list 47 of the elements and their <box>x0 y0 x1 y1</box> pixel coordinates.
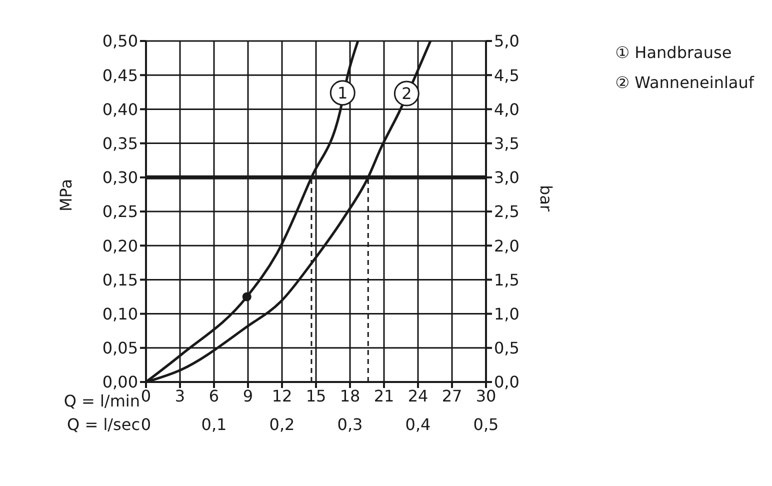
x-tick-label: 12 <box>272 386 292 406</box>
x2-tick-label: 0,5 <box>473 415 499 434</box>
x2-tick-label: 0,1 <box>201 415 227 434</box>
x-tick-label: 9 <box>242 386 254 406</box>
y-tick-label: 0,10 <box>102 304 138 324</box>
y2-tick-label: 0,5 <box>494 338 520 358</box>
x-tick-label: 24 <box>408 386 428 406</box>
y-tick-label: 0,25 <box>102 202 138 222</box>
y-tick-label: 0,15 <box>102 270 138 290</box>
y-tick-label: 0,20 <box>102 236 138 256</box>
y-tick-label: 0,50 <box>102 32 138 51</box>
x-tick-label: 0 <box>140 386 152 406</box>
x-tick-label: 15 <box>306 386 326 406</box>
x2-tick-label: 0,3 <box>337 415 363 434</box>
y2-tick-label: 1,5 <box>494 270 520 290</box>
x-tick-label: 21 <box>374 386 394 406</box>
y2-tick-label: 4,0 <box>494 100 520 119</box>
annotation: 1 <box>338 84 348 103</box>
y2-tick-label: 1,0 <box>494 304 520 324</box>
x2-tick-label: 0,4 <box>405 415 431 434</box>
text: ① Handbrause <box>615 42 733 64</box>
y2-tick-label: 0,0 <box>494 372 520 392</box>
x-tick-label: 30 <box>476 386 496 406</box>
y2-tick-label: 4,5 <box>494 66 520 85</box>
y-tick-label: 0,30 <box>102 168 138 188</box>
y2-axis-title: bar <box>536 184 556 212</box>
y2-tick-label: 2,0 <box>494 236 520 256</box>
x2-axis-title: Q = l/sec <box>67 415 140 434</box>
y-axis-title: MPa <box>56 178 76 212</box>
y2-tick-label: 2,5 <box>494 202 520 222</box>
x-tick-label: 3 <box>174 386 186 406</box>
x2-tick-label: 0,2 <box>269 415 295 434</box>
y2-tick-label: 3,5 <box>494 134 520 153</box>
y-tick-label: 0,45 <box>102 66 138 85</box>
y-tick-label: 0,40 <box>102 100 138 119</box>
x-tick-label: 27 <box>442 386 462 406</box>
y-tick-label: 0,05 <box>102 338 138 358</box>
text: ② Wanneneinlauf <box>615 72 754 94</box>
x-tick-label: 18 <box>340 386 360 406</box>
x2-tick-label: 0 <box>140 415 152 434</box>
x-axis-title: Q = l/min <box>64 392 140 411</box>
y2-tick-label: 3,0 <box>494 168 520 188</box>
x-tick-label: 6 <box>208 386 220 406</box>
y-tick-label: 0,00 <box>102 372 138 392</box>
annotation: 2 <box>402 84 412 104</box>
y-tick-label: 0,35 <box>102 134 138 153</box>
y2-tick-label: 5,0 <box>494 32 520 51</box>
